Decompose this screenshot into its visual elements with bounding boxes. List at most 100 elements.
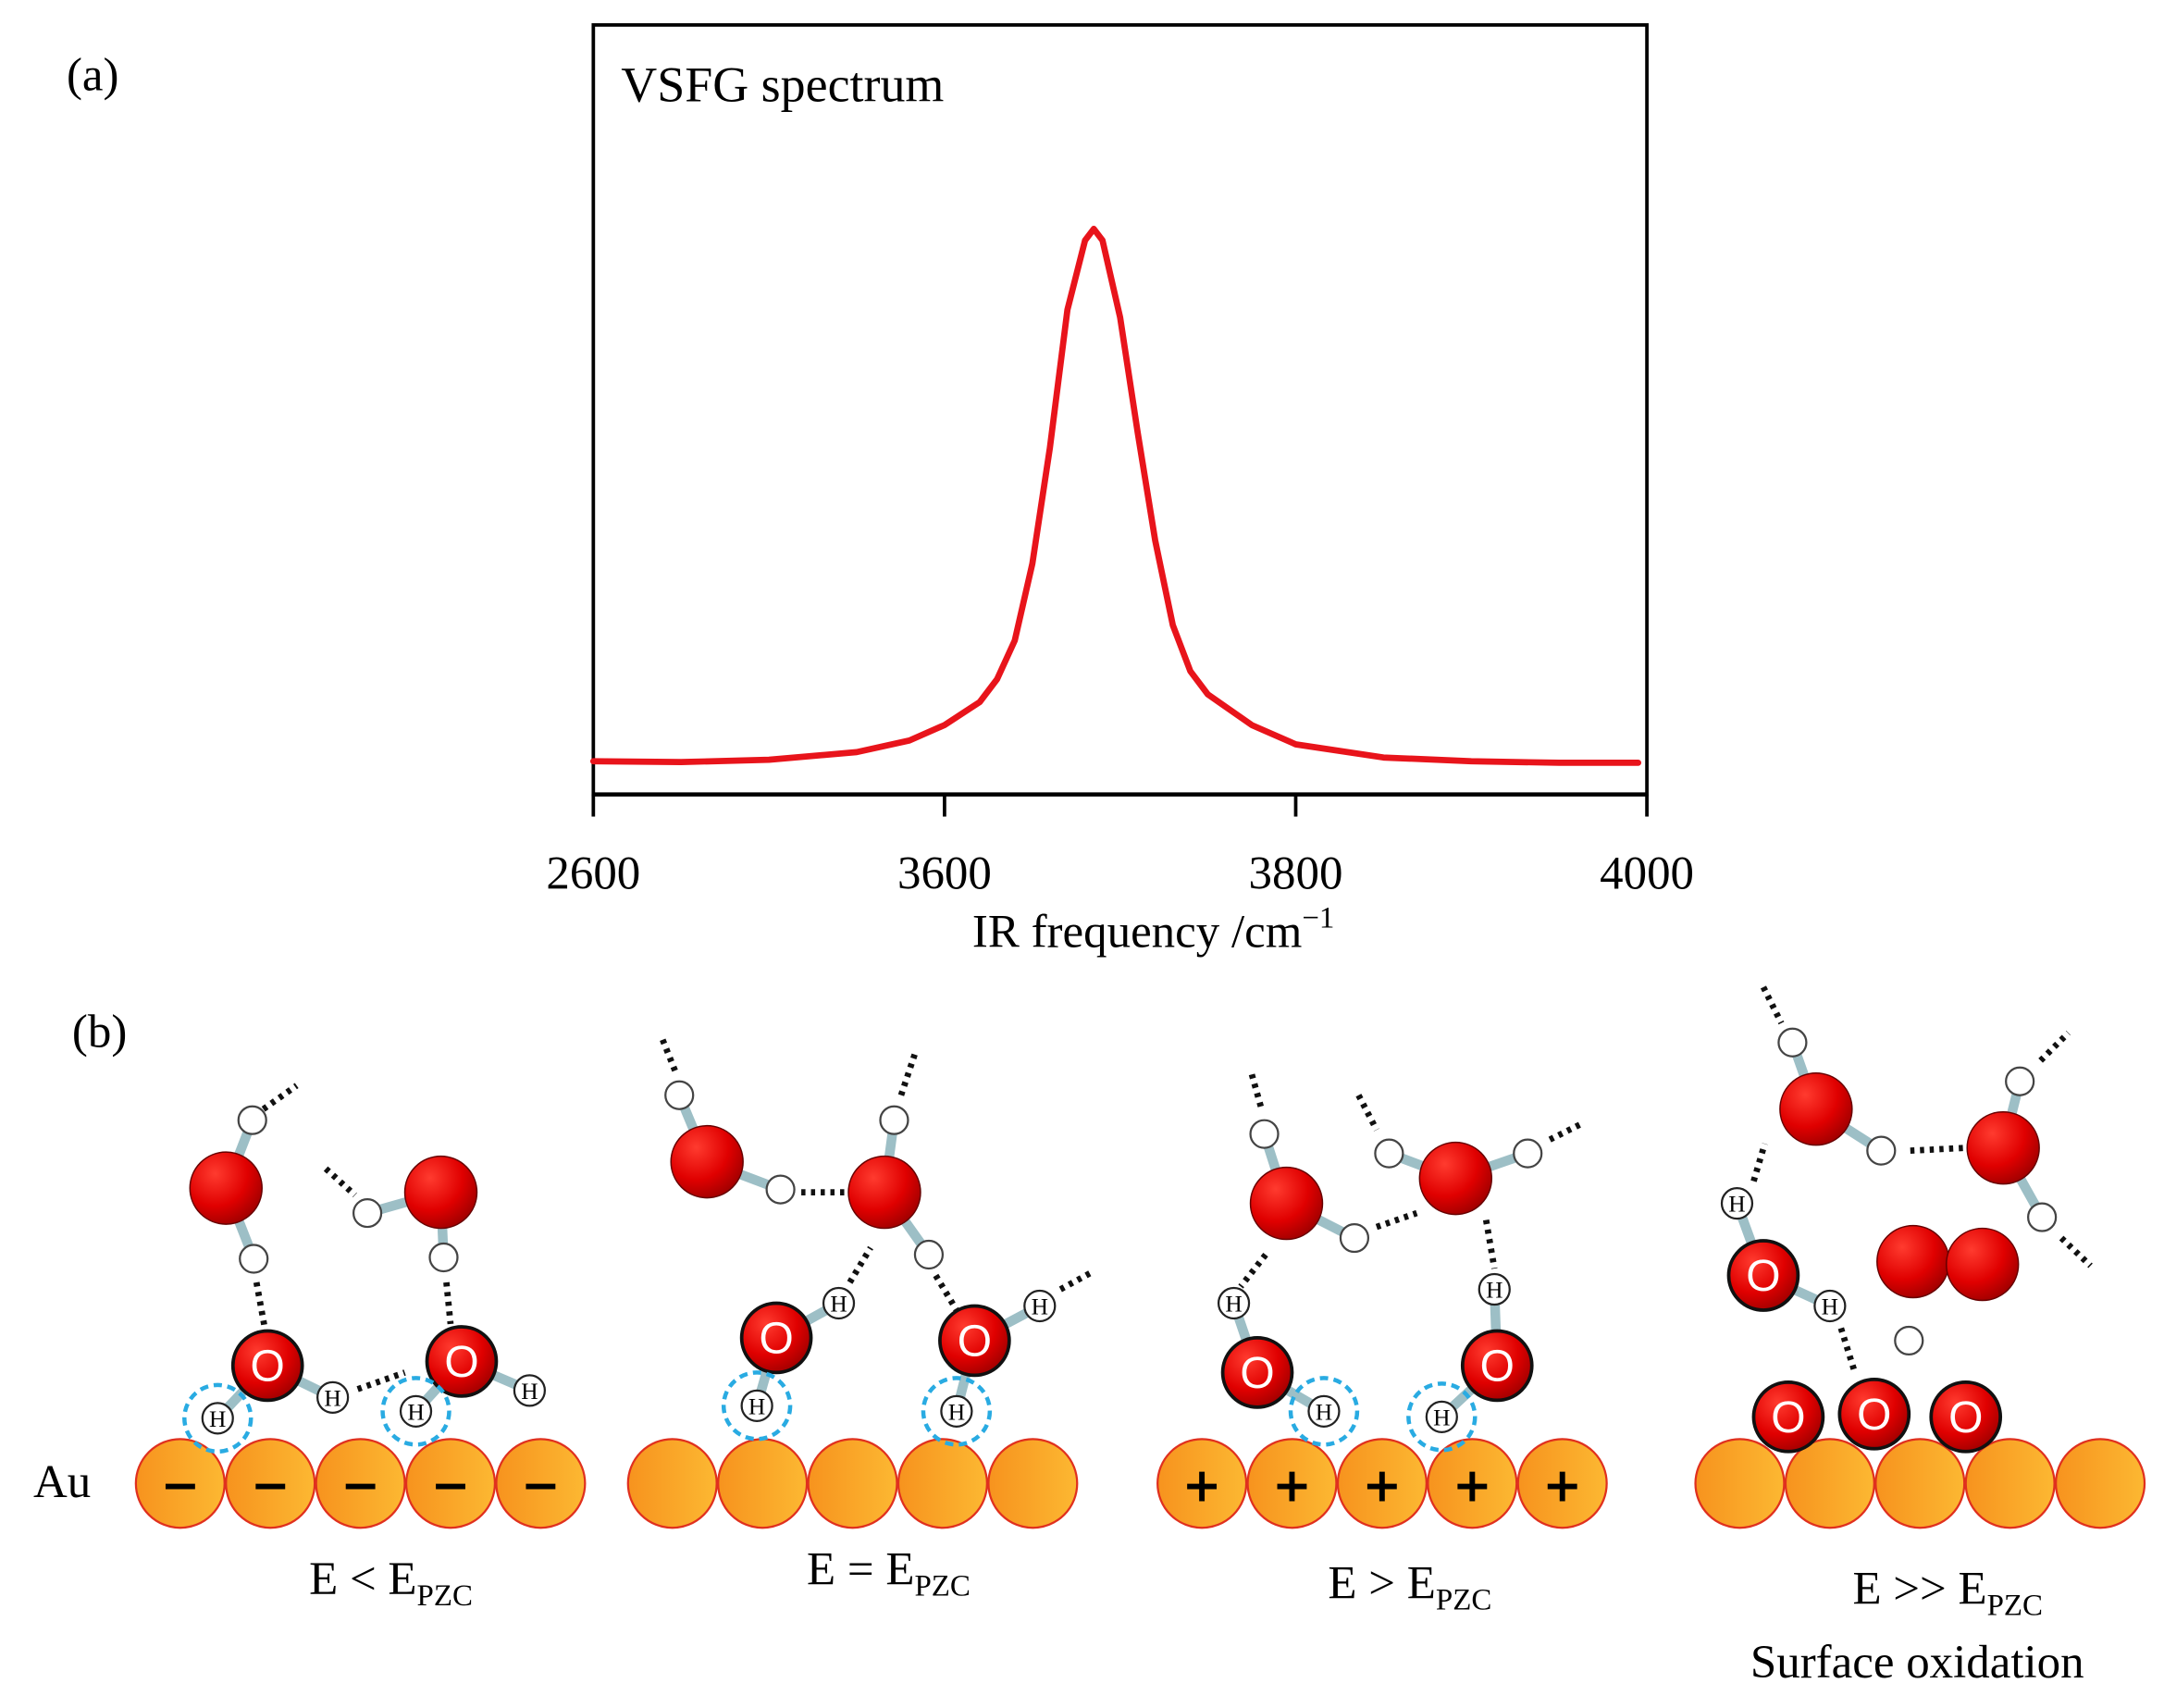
- oxygen-label: O: [444, 1338, 478, 1387]
- oxygen-ball: [403, 1155, 478, 1230]
- oxygen-label: O: [759, 1314, 793, 1363]
- hydrogen-label: H: [1486, 1276, 1502, 1303]
- gold-atom: [1336, 1438, 1428, 1529]
- hydrogen-bond: [847, 1245, 873, 1284]
- highlight-ring: [921, 1376, 993, 1447]
- hydrogen-label: H: [748, 1392, 765, 1419]
- hydrogen-bond: [897, 1052, 919, 1096]
- hydrogen-ball: [1374, 1138, 1404, 1169]
- oxygen-atom: [1837, 1378, 1911, 1451]
- oxygen-atom: [1460, 1329, 1534, 1403]
- hydrogen-bond: [1355, 1094, 1379, 1132]
- oxygen-label: O: [251, 1342, 285, 1391]
- surface-charge: −: [160, 1459, 200, 1514]
- hydrogen-atom: [1425, 1400, 1458, 1433]
- hydrogen-bond: [2038, 1030, 2071, 1063]
- hydrogen-ball: [664, 1080, 695, 1110]
- hydrogen-ball: [1894, 1325, 1924, 1356]
- surface-charge: −: [431, 1459, 471, 1514]
- oxygen-label: O: [1746, 1252, 1780, 1301]
- oxygen-label: O: [1240, 1349, 1274, 1398]
- surface-charge: +: [1453, 1459, 1492, 1514]
- highlight-ring: [721, 1370, 793, 1442]
- hydrogen-ball: [1339, 1222, 1370, 1254]
- oxygen-ball: [847, 1155, 921, 1230]
- surface-charge: +: [1542, 1459, 1582, 1514]
- x-tick-label: 4000: [1600, 848, 1694, 899]
- hydrogen-label: H: [1822, 1293, 1838, 1319]
- condition-text: E > E: [1328, 1558, 1435, 1610]
- hydrogen-ball: [1777, 1027, 1808, 1058]
- hydrogen-ball: [2005, 1066, 2035, 1096]
- gold-atom: [717, 1438, 809, 1529]
- hydrogen-bond: [261, 1083, 299, 1112]
- hydrogen-label: H: [324, 1384, 340, 1411]
- hydrogen-label: H: [521, 1378, 538, 1405]
- hydrogen-bond: [443, 1281, 454, 1325]
- highlight-ring: [182, 1382, 253, 1454]
- surface-charge: +: [1182, 1459, 1222, 1514]
- oxygen-ball: [1966, 1110, 2040, 1185]
- gold-atom: [987, 1438, 1079, 1529]
- hydrogen-label: H: [1225, 1290, 1242, 1317]
- oxygen-label: O: [1948, 1393, 1983, 1442]
- hydrogen-bond: [1837, 1327, 1859, 1374]
- x-tick-label: 3600: [897, 848, 992, 899]
- hydrogen-bond: [356, 1369, 406, 1392]
- hydrogen-atom: [1307, 1394, 1341, 1428]
- gold-atom: [1964, 1438, 2056, 1529]
- hydrogen-atom: [1023, 1289, 1057, 1323]
- surface-charge: +: [1272, 1459, 1312, 1514]
- oxygen-atom: [1220, 1336, 1294, 1409]
- oxygen-ball: [1249, 1166, 1324, 1241]
- panel-label: (b): [72, 1006, 127, 1058]
- hydrogen-atom: [822, 1286, 856, 1320]
- hydrogen-ball: [1513, 1138, 1543, 1169]
- x-tick-label: 2600: [546, 848, 640, 899]
- hydrogen-label: H: [1032, 1293, 1048, 1319]
- condition-subscript: PZC: [417, 1579, 473, 1613]
- gold-atom: [1427, 1438, 1518, 1529]
- hydrogen-bond: [1248, 1073, 1265, 1110]
- hydrogen-ball: [2027, 1202, 2058, 1232]
- hydrogen-bond: [933, 1273, 959, 1312]
- gold-atom: [1156, 1438, 1248, 1529]
- hydrogen-atom: [201, 1402, 234, 1435]
- gold-atom: [495, 1438, 587, 1529]
- gold-atom: [315, 1438, 406, 1529]
- condition-subscript: PZC: [1436, 1584, 1491, 1617]
- surface-label: Au: [33, 1456, 91, 1508]
- hydrogen-label: H: [209, 1405, 226, 1432]
- hydrogen-bond: [1760, 985, 1785, 1025]
- hydrogen-ball: [428, 1242, 459, 1273]
- hydrogen-bond: [323, 1166, 357, 1198]
- hydrogen-label: H: [948, 1398, 965, 1425]
- hydrogen-bond: [660, 1038, 680, 1076]
- condition-label: E >> EPZC: [1852, 1564, 2043, 1623]
- gold-atom: [807, 1438, 898, 1529]
- oxygen-atom: [938, 1304, 1011, 1378]
- oxygen-label: O: [1480, 1342, 1515, 1391]
- oxygen-atom: [1751, 1380, 1825, 1454]
- oxygen-ball: [189, 1151, 263, 1225]
- oxygen-atom: [425, 1325, 499, 1398]
- highlight-ring: [1288, 1376, 1360, 1447]
- gold-atom: [1784, 1438, 1875, 1529]
- hydrogen-ball: [237, 1105, 267, 1135]
- oxygen-label: O: [958, 1317, 992, 1366]
- gold-atom: [897, 1438, 988, 1529]
- hydrogen-atom: [1813, 1289, 1847, 1323]
- hydrogen-bond: [1548, 1120, 1585, 1143]
- gold-atom: [1694, 1438, 1786, 1529]
- surface-charge: −: [521, 1459, 561, 1514]
- highlight-ring: [1406, 1381, 1478, 1453]
- gold-atom: [1516, 1438, 1608, 1529]
- hydrogen-atom: [1720, 1186, 1754, 1220]
- gold-atom: [134, 1438, 226, 1529]
- condition-label: E > EPZC: [1328, 1558, 1491, 1617]
- oxygen-ball: [670, 1124, 744, 1199]
- oxygen-ball: [1779, 1071, 1853, 1146]
